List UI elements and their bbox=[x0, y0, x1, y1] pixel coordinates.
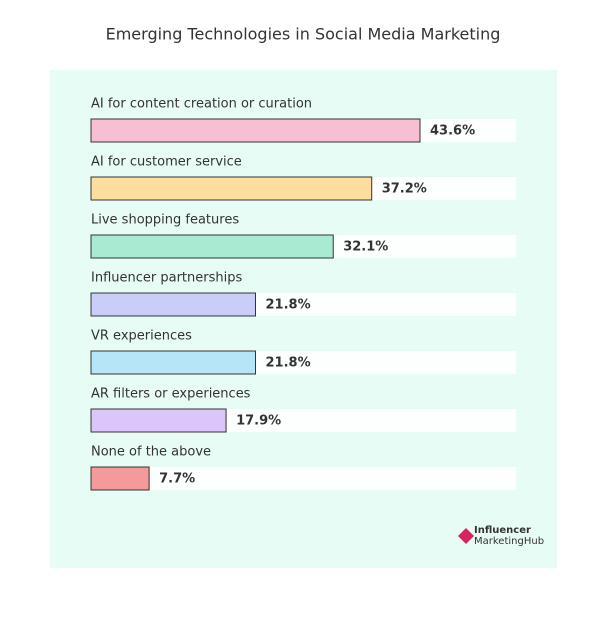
logo: Influencer MarketingHub bbox=[458, 525, 544, 547]
logo-text: MarketingHub bbox=[474, 536, 544, 547]
value-label: 7.7% bbox=[159, 472, 195, 487]
category-label: None of the above bbox=[91, 445, 211, 460]
value-label: 21.8% bbox=[266, 298, 311, 313]
category-label: AI for customer service bbox=[91, 155, 242, 170]
category-label: Live shopping features bbox=[91, 213, 239, 228]
logo-icon bbox=[458, 528, 474, 544]
logo-text: Influencer bbox=[474, 525, 531, 536]
bar-track bbox=[91, 467, 516, 490]
category-label: AI for content creation or curation bbox=[91, 97, 312, 112]
value-label: 43.6% bbox=[430, 124, 475, 139]
value-label: 17.9% bbox=[236, 414, 281, 429]
bar bbox=[90, 466, 150, 491]
category-label: AR filters or experiences bbox=[91, 387, 251, 402]
chart-title: Emerging Technologies in Social Media Ma… bbox=[106, 25, 501, 44]
value-label: 32.1% bbox=[343, 240, 388, 255]
category-label: VR experiences bbox=[91, 329, 192, 344]
category-label: Influencer partnerships bbox=[91, 271, 242, 286]
value-label: 21.8% bbox=[266, 356, 311, 371]
bar bbox=[90, 234, 334, 259]
bar bbox=[90, 408, 227, 433]
bar bbox=[90, 292, 256, 317]
panel bbox=[50, 70, 557, 568]
bar bbox=[90, 176, 373, 201]
bar bbox=[90, 118, 421, 143]
bar bbox=[90, 350, 256, 375]
value-label: 37.2% bbox=[382, 182, 427, 197]
